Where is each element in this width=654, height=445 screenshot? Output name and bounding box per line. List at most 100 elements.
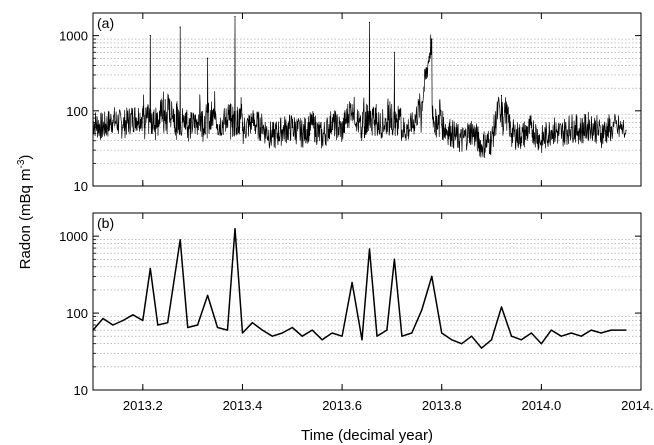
data-point [471,335,473,337]
data-point [361,132,363,135]
data-point [540,140,542,142]
data-point [590,329,592,331]
data-point [590,124,592,126]
data-point [490,339,493,341]
data-point [271,335,273,337]
data-point [112,324,114,326]
data-point [149,35,151,37]
data-point [431,275,433,277]
data-point [102,317,104,320]
data-point [234,15,236,18]
data-point [560,335,562,337]
data-point [226,329,229,331]
data-point [411,126,413,129]
data-point [625,129,627,131]
data-point [431,38,433,40]
data-point [216,124,219,126]
data-point [441,332,443,334]
data-point [393,51,395,53]
x-tick-label: 2013.8 [422,398,462,413]
data-point [241,332,244,334]
data-point [321,136,323,138]
data-point [461,343,463,345]
data-point [251,322,254,324]
data-point [530,126,533,129]
data-point [157,121,159,124]
y-tick-label: 10 [74,383,88,398]
data-point [600,132,602,135]
data-point [92,121,94,124]
data-point [376,335,378,337]
data-point [301,335,303,337]
data-point [500,306,503,308]
data-point [261,329,263,331]
data-point [600,332,602,334]
data-point [540,343,542,345]
data-point [122,319,124,322]
x-tick-label: 2014.0 [521,398,561,413]
data-point [530,332,533,334]
data-point [291,126,293,129]
panel-label: (b) [97,215,114,231]
data-point [580,335,582,337]
data-point [149,267,151,270]
data-point [480,347,483,349]
data-point [281,129,283,131]
data-point [351,104,353,106]
data-point [331,332,333,334]
data-point [570,126,572,129]
data-point [610,126,612,129]
data-point [281,332,283,334]
y-axis-label-close: ) [17,155,34,160]
data-point [179,239,181,241]
data-point [226,119,229,121]
data-point [490,140,493,142]
data-point [132,314,134,316]
data-point [550,329,552,331]
data-point [550,129,552,131]
radon-series-line [92,16,627,159]
data-point [187,326,189,329]
panel-label: (a) [97,15,114,31]
data-point [164,99,166,101]
data-point [625,329,627,331]
x-tick-label: 2014.2 [621,398,654,413]
data-point [187,126,189,129]
data-point [112,119,114,121]
y-tick-label: 1000 [59,29,88,44]
data-point [216,326,219,329]
radon-series-line [92,227,627,349]
data-point [157,324,159,326]
data-point [421,101,423,103]
data-point [451,339,453,341]
data-point [122,124,124,126]
y-tick-label: 10 [74,179,88,194]
panel-a: 10 100 1000 (a) [59,12,642,194]
y-tick-label: 100 [66,104,88,119]
plot-frame [92,212,642,391]
data-point [421,309,423,311]
data-point [261,126,263,129]
data-point [291,326,293,329]
panel-b: 10 100 1000 (b) [59,212,642,398]
y-tick-label: 100 [66,306,88,321]
data-point [234,228,236,230]
data-point [241,129,244,131]
data-point [167,322,169,324]
data-point [331,121,333,124]
data-point [142,319,144,322]
data-point [520,339,523,341]
data-point [401,129,403,131]
data-point [570,332,572,334]
data-point [510,335,513,337]
data-point [271,136,273,138]
x-tick-label: 2013.2 [123,398,163,413]
y-axis-label-superscript: -3 [16,159,27,168]
data-point [206,294,209,296]
data-point [471,129,473,131]
data-point [386,329,388,331]
data-point [179,26,181,28]
y-axis-label-main: Radon (mBq m [17,169,34,270]
data-point [393,258,395,260]
data-point [251,121,254,124]
